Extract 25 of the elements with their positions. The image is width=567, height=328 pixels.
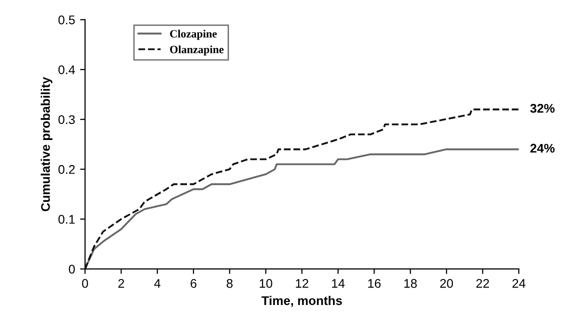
x-tick-label: 22	[476, 279, 489, 288]
y-tick-label: 0.5	[58, 15, 75, 24]
y-tick-label: 0.1	[58, 214, 75, 224]
x-tick-label: 2	[118, 279, 124, 288]
x-tick-label: 6	[190, 279, 196, 288]
x-tick-label: 14	[332, 279, 345, 288]
legend-label: Clozapine	[170, 30, 217, 40]
legend-label: Olanzapine	[170, 45, 224, 56]
y-tick-label: 0.4	[58, 65, 75, 74]
annotation: 24%	[530, 144, 555, 153]
annotation: 32%	[530, 104, 555, 113]
x-tick-label: 0	[82, 279, 88, 288]
y-tick-label: 0	[68, 264, 75, 274]
y-tick-label: 0.3	[58, 115, 75, 124]
x-tick-label: 10	[260, 279, 272, 288]
x-axis-title: Time, months	[262, 296, 342, 307]
x-tick-label: 12	[296, 279, 308, 288]
x-tick-label: 16	[368, 279, 381, 288]
x-tick-label: 18	[404, 279, 417, 288]
x-tick-label: 8	[226, 279, 233, 288]
x-tick-label: 4	[154, 279, 160, 288]
x-tick-label: 20	[440, 279, 453, 288]
y-tick-label: 0.2	[58, 165, 75, 174]
y-axis-title: Cumulative probability	[40, 77, 52, 212]
x-tick-label: 24	[512, 279, 526, 288]
